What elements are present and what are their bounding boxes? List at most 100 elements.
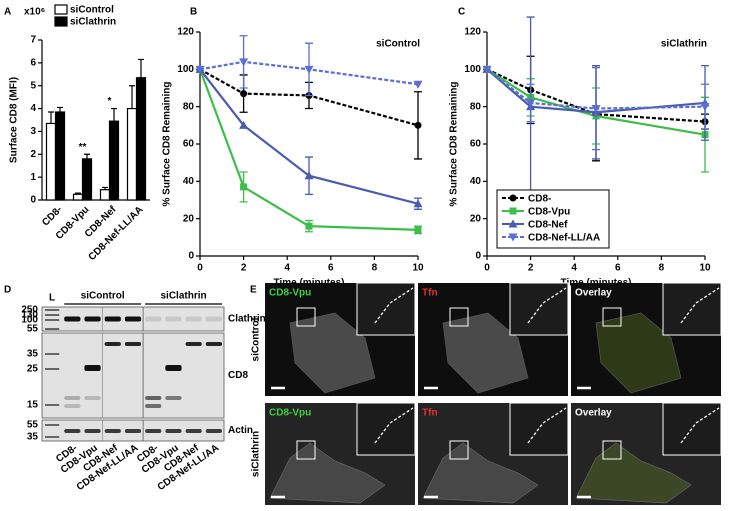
- bar: [81, 158, 93, 201]
- blot-band: [124, 342, 142, 346]
- inset-outline: [680, 287, 720, 324]
- subtitle: siClathrin: [661, 39, 707, 50]
- marker: [700, 103, 710, 112]
- legend-label: CD8-Vpu: [528, 207, 570, 218]
- blot-band: [165, 396, 182, 400]
- blot-band: [124, 316, 142, 322]
- x-tick-label: 8: [372, 263, 378, 274]
- x-tick-label: 0: [197, 263, 203, 274]
- marker: [240, 183, 248, 191]
- inset-outline: [374, 287, 414, 324]
- y-tick-label: 7: [30, 35, 36, 46]
- ladder-band: [45, 328, 60, 330]
- blot-row-label: Clathrin: [228, 314, 266, 325]
- marker: [508, 219, 518, 228]
- error-bar: [129, 85, 135, 109]
- x-tick-label: 10: [412, 263, 424, 274]
- marker-label: 55: [27, 420, 39, 431]
- cell-outline: [442, 312, 529, 394]
- error-bar: [138, 58, 144, 78]
- y-tick-label: 80: [183, 101, 195, 112]
- blot-band: [84, 365, 101, 371]
- x-tick-label: 6: [328, 263, 334, 274]
- marker-label: 15: [27, 400, 39, 411]
- error-bar: [48, 111, 54, 124]
- y-tick-label: 40: [470, 176, 482, 187]
- marker: [304, 65, 314, 74]
- legend-label: siClathrin: [70, 17, 116, 28]
- blot-band: [205, 316, 222, 322]
- y-tick-label: 5: [30, 80, 36, 91]
- channel-label: CD8-Vpu: [269, 288, 311, 299]
- inset-outline: [680, 407, 720, 444]
- legend-label: CD8-: [528, 194, 551, 205]
- marker-label: 100: [21, 315, 38, 326]
- blot-band: [205, 429, 222, 433]
- x-tick-label: 0: [484, 263, 490, 274]
- x-tick-label: 2: [241, 263, 247, 274]
- ladder-band: [45, 319, 60, 321]
- marker-label: 250: [21, 305, 38, 316]
- blot-band: [104, 429, 121, 433]
- y-tick-label: 120: [177, 27, 194, 38]
- x-tick-label: 8: [659, 263, 665, 274]
- y-tick-label: 0: [30, 195, 36, 206]
- blot-band: [104, 316, 121, 322]
- ladder-band: [45, 424, 60, 426]
- blot-band: [64, 316, 81, 322]
- blot-band: [165, 429, 182, 433]
- blot-band: [185, 342, 202, 346]
- y-tick-label: 4: [30, 103, 36, 114]
- channel-label: Overlay: [575, 408, 612, 419]
- cell-outline: [595, 312, 682, 394]
- channel-label: Tfn: [422, 408, 438, 419]
- marker-label: 130: [21, 310, 38, 321]
- y-tick-label: 1: [30, 172, 36, 183]
- y-tick-label: 40: [183, 176, 195, 187]
- marker: [413, 199, 423, 208]
- error-bar: [84, 153, 90, 159]
- legend-swatch: [54, 4, 68, 15]
- row-label: siControl: [251, 317, 262, 361]
- marker: [526, 99, 536, 108]
- series-line: [198, 68, 419, 231]
- y-tick-label: 120: [464, 27, 481, 38]
- blot-strip: [41, 332, 225, 419]
- x-tick-label: 6: [615, 263, 621, 274]
- marker: [414, 121, 422, 129]
- ladder-label: L: [49, 293, 55, 304]
- blot-band: [64, 429, 81, 433]
- marker: [482, 65, 492, 74]
- y-tick-label: 20: [183, 213, 195, 224]
- y-tick-label: 100: [464, 64, 481, 75]
- row-label: siClathrin: [251, 431, 262, 477]
- marker: [509, 207, 517, 215]
- group-label: siClathrin: [160, 291, 206, 302]
- marker-label: 55: [27, 324, 39, 335]
- marker: [304, 171, 314, 180]
- blot-band: [165, 365, 182, 371]
- marker: [509, 194, 517, 202]
- series-line: [486, 68, 706, 123]
- y-tick-label: 2: [30, 149, 36, 160]
- error-bar: [111, 107, 117, 122]
- channel-label: CD8-Vpu: [269, 408, 311, 419]
- blot-band: [124, 429, 142, 433]
- y-tick-label: 6: [30, 57, 36, 68]
- legend-label: siControl: [70, 5, 114, 16]
- bar: [108, 120, 120, 201]
- channel-label: Overlay: [575, 288, 612, 299]
- annotation: **: [79, 142, 87, 153]
- legend-label: CD8-Nef: [528, 220, 568, 231]
- blot-row-label: CD8: [228, 370, 248, 381]
- bar: [126, 107, 138, 201]
- blot-band: [185, 429, 202, 433]
- y-axis-label: Surface CD8 (MFI): [9, 77, 20, 163]
- marker: [413, 80, 423, 89]
- zoom-box: [296, 307, 316, 327]
- marker: [591, 105, 601, 114]
- blot-band: [145, 429, 162, 433]
- ladder-band: [45, 368, 60, 370]
- marker-label: 35: [27, 432, 39, 443]
- bar: [54, 111, 66, 201]
